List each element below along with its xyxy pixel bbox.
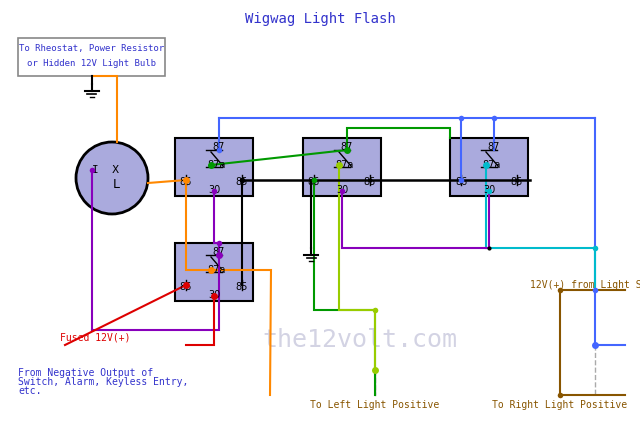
- Text: 87a: 87a: [208, 265, 226, 275]
- Bar: [450, 138, 528, 196]
- Text: 87a: 87a: [336, 160, 354, 170]
- Text: 86: 86: [308, 177, 320, 187]
- Text: 85: 85: [511, 177, 523, 187]
- Text: 87: 87: [341, 142, 353, 152]
- Bar: [303, 138, 381, 196]
- Text: 86: 86: [455, 177, 467, 187]
- Text: Wigwag Light Flash: Wigwag Light Flash: [244, 12, 396, 26]
- Text: 30: 30: [483, 185, 495, 195]
- Text: 87a: 87a: [483, 160, 501, 170]
- Text: 85: 85: [236, 282, 248, 292]
- Text: 85: 85: [236, 177, 248, 187]
- Bar: [18, 38, 165, 76]
- Text: the12volt.com: the12volt.com: [262, 328, 458, 352]
- Text: 87: 87: [488, 142, 500, 152]
- Text: Fused 12V(+): Fused 12V(+): [60, 333, 131, 343]
- Text: 12V(+) from Light Switch: 12V(+) from Light Switch: [530, 280, 640, 290]
- Bar: [175, 138, 253, 196]
- Text: 86: 86: [180, 282, 192, 292]
- Text: I  X: I X: [93, 165, 120, 175]
- Text: 86: 86: [180, 177, 192, 187]
- Text: To Rheostat, Power Resistor: To Rheostat, Power Resistor: [19, 44, 164, 52]
- Text: L: L: [112, 178, 120, 190]
- Bar: [175, 243, 253, 301]
- Text: 87: 87: [213, 142, 225, 152]
- Text: To Left Light Positive: To Left Light Positive: [310, 400, 440, 410]
- Text: From Negative Output of: From Negative Output of: [18, 368, 153, 378]
- Text: 87a: 87a: [208, 160, 226, 170]
- Text: or Hidden 12V Light Bulb: or Hidden 12V Light Bulb: [27, 58, 156, 68]
- Text: 87: 87: [213, 247, 225, 257]
- Text: Switch, Alarm, Keyless Entry,: Switch, Alarm, Keyless Entry,: [18, 377, 188, 387]
- Circle shape: [76, 142, 148, 214]
- Text: 30: 30: [208, 185, 220, 195]
- Text: 30: 30: [336, 185, 348, 195]
- Text: etc.: etc.: [18, 386, 42, 396]
- Text: To Right Light Positive: To Right Light Positive: [492, 400, 628, 410]
- Text: 30: 30: [208, 290, 220, 300]
- Text: 85: 85: [364, 177, 376, 187]
